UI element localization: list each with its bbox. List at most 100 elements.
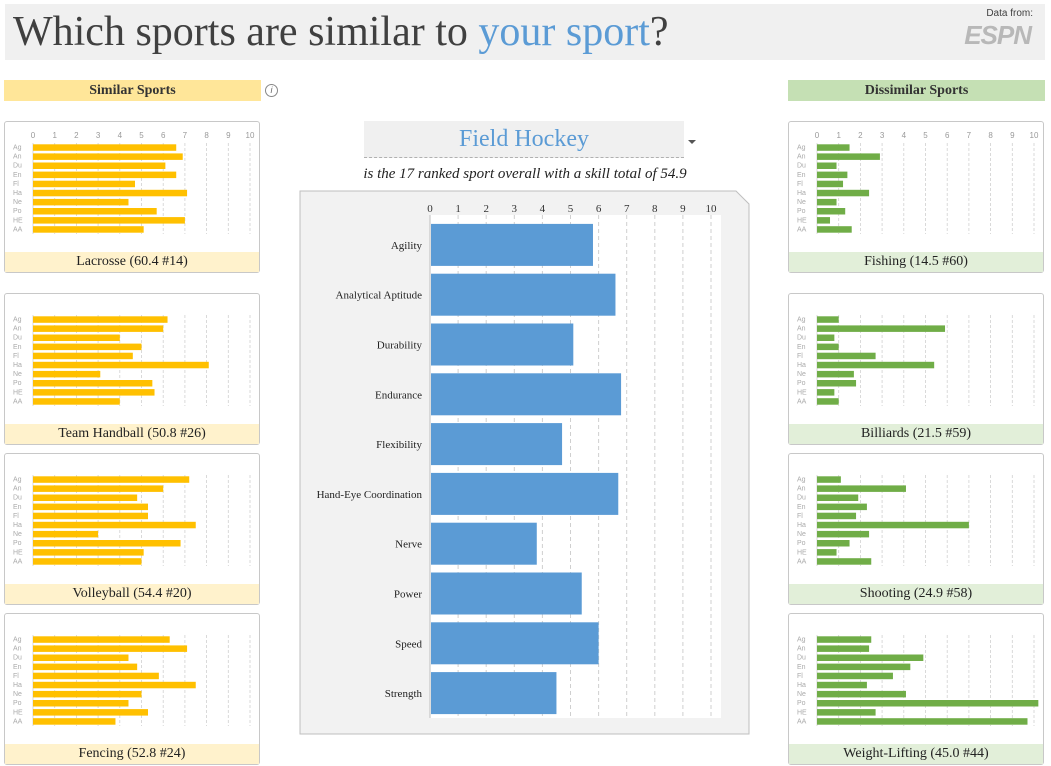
similar-sport-chart-4[interactable]: Ag An Du En Fl Ha Ne Po HE AA Fencing (52.8 #24)	[4, 613, 260, 765]
category-label: HE	[797, 549, 807, 556]
bar	[33, 512, 149, 520]
tick-label: 6	[596, 203, 602, 215]
tick-label: 4	[902, 131, 907, 140]
bar	[33, 549, 144, 556]
category-label: Fl	[13, 181, 19, 188]
similar-sport-chart-2[interactable]: Ag An Du En Fl Ha Ne Po HE AA Team Handball (50.8 …	[4, 293, 260, 445]
category-label: Ag	[797, 477, 806, 484]
category-label: Hand-Eye Coordination	[317, 489, 423, 501]
bar	[431, 373, 622, 416]
bar	[431, 572, 582, 615]
tick-label: 2	[858, 131, 863, 140]
bar	[33, 343, 142, 351]
similar-sport-chart-1[interactable]: 0 1 2 3 4 5 6 7 8 9 10 Ag An Du En Fl Ha Ne Po HE AA Lacrosse…	[4, 121, 260, 273]
title-part-1: Which sports are similar to	[13, 9, 479, 55]
mini-chart-svg: Ag An Du En Fl Ha Ne Po HE AA	[13, 475, 251, 566]
tick-label: 0	[31, 131, 36, 140]
category-label: HE	[13, 217, 23, 224]
similar-sport-chart-3[interactable]: Ag An Du En Fl Ha Ne Po HE AA Volleyball (54.4 #20…	[4, 453, 260, 605]
tick-label: 8	[204, 131, 209, 140]
dissimilar-sport-chart-4[interactable]: Ag An Du En Fl Ha Ne Po HE AA Weight-Lifting (45.0…	[788, 613, 1044, 765]
bar	[431, 323, 574, 366]
bar	[817, 171, 848, 179]
category-label: HE	[797, 389, 807, 396]
info-icon[interactable]: i	[265, 84, 278, 97]
category-label: An	[797, 486, 806, 493]
data-source-label: Data from:	[986, 8, 1033, 19]
category-label: Ag	[13, 145, 22, 152]
dissimilar-sports-label: Dissimilar Sports	[788, 80, 1045, 101]
tick-label: 6	[161, 131, 166, 140]
category-label: Ne	[13, 531, 22, 538]
category-label: Ne	[797, 199, 806, 206]
tick-label: 8	[652, 203, 658, 215]
tick-label: 3	[880, 131, 885, 140]
category-label: Po	[797, 208, 806, 215]
category-label: AA	[13, 558, 23, 565]
bar	[33, 503, 149, 511]
bar	[33, 663, 138, 671]
bar	[33, 361, 209, 369]
category-label: Strength	[385, 688, 423, 700]
bar	[33, 189, 188, 197]
bar	[33, 380, 153, 387]
bar	[33, 654, 129, 661]
sport-caption: Fishing (14.5 #60)	[789, 252, 1043, 272]
tick-label: 2	[74, 131, 79, 140]
category-label: En	[797, 344, 806, 351]
page-title: Which sports are similar to your sport?	[13, 8, 669, 56]
mini-chart-svg: Ag An Du En Fl Ha Ne Po HE AA	[797, 315, 1035, 406]
category-label: Endurance	[375, 389, 422, 401]
tick-label: 1	[52, 131, 57, 140]
category-label: AA	[797, 398, 807, 405]
category-label: Ne	[797, 371, 806, 378]
dissimilar-sport-chart-2[interactable]: Ag An Du En Fl Ha Ne Po HE AA Billiards (21.5 #59)	[788, 293, 1044, 445]
tick-label: 9	[226, 131, 231, 140]
tick-label: 2	[483, 203, 489, 215]
bar	[817, 540, 850, 547]
category-label: Du	[797, 495, 806, 502]
bar	[431, 273, 616, 316]
category-label: AA	[13, 226, 23, 233]
category-label: Ha	[797, 362, 806, 369]
dissimilar-sport-chart-1[interactable]: 0 1 2 3 4 5 6 7 8 9 10 Ag An Du En Fl Ha Ne Po HE AA Fishing …	[788, 121, 1044, 273]
bar	[33, 636, 170, 643]
bar	[817, 334, 835, 341]
category-label: Du	[13, 335, 22, 342]
category-label: En	[13, 344, 22, 351]
chevron-down-icon[interactable]	[688, 140, 696, 144]
category-label: Ne	[797, 531, 806, 538]
category-label: En	[13, 172, 22, 179]
bar	[817, 485, 906, 492]
category-label: Power	[394, 589, 422, 601]
category-label: Fl	[13, 353, 19, 360]
bar	[817, 325, 946, 332]
category-label: En	[797, 172, 806, 179]
bar	[33, 476, 190, 483]
bar	[817, 709, 876, 716]
bar	[817, 189, 870, 197]
bar	[817, 343, 839, 351]
category-label: An	[797, 326, 806, 333]
dissimilar-sport-chart-3[interactable]: Ag An Du En Fl Ha Ne Po HE AA Shooting (24.9 #58)	[788, 453, 1044, 605]
bar	[817, 380, 857, 387]
category-label: Po	[13, 380, 22, 387]
tick-label: 5	[568, 203, 574, 215]
category-label: An	[797, 646, 806, 653]
bar	[817, 636, 872, 643]
tick-label: 7	[967, 131, 972, 140]
tick-label: 7	[624, 203, 630, 215]
category-label: AA	[797, 226, 807, 233]
title-highlight: your sport	[478, 9, 650, 55]
bar	[33, 700, 129, 707]
sport-selector[interactable]: Field Hockey	[364, 121, 684, 158]
bar	[817, 398, 839, 405]
bar	[33, 334, 120, 341]
bar	[33, 558, 142, 565]
category-label: Po	[13, 208, 22, 215]
bar	[817, 352, 876, 360]
bar	[817, 217, 831, 224]
sport-caption: Team Handball (50.8 #26)	[5, 424, 259, 444]
category-label: Ag	[797, 637, 806, 644]
bar	[33, 690, 142, 698]
